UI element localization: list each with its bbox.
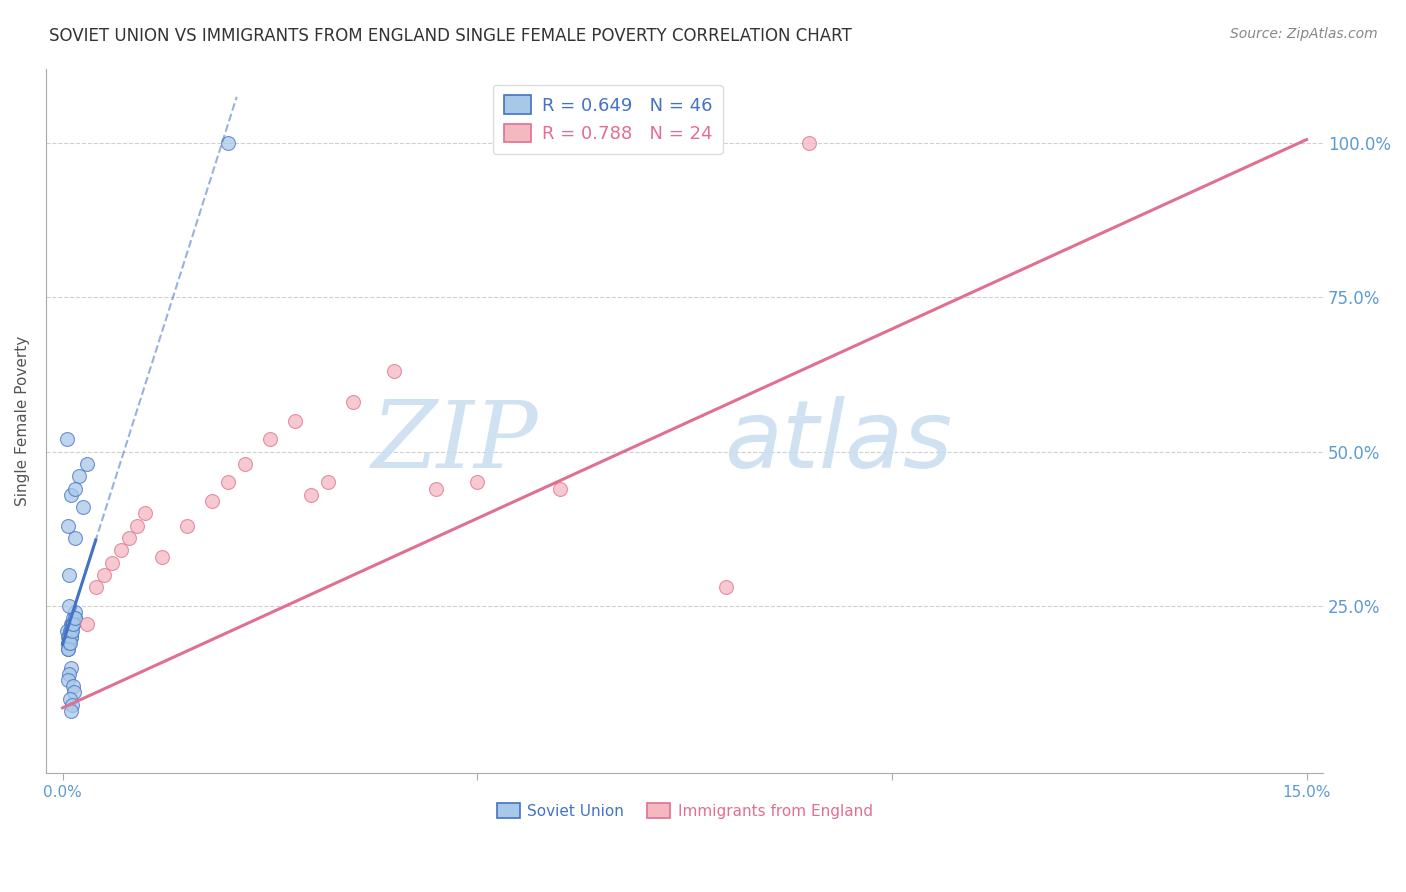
Point [55, 624, 77, 638]
Point [59, 661, 82, 675]
Point [59, 617, 82, 632]
Point [59, 488, 82, 502]
Point [58, 599, 80, 613]
Point [56, 630, 79, 644]
Point [465, 475, 488, 490]
Point [714, 581, 737, 595]
Point [60, 698, 83, 712]
Point [59, 624, 82, 638]
Point [59, 624, 82, 638]
Point [62, 617, 84, 632]
Point [58, 642, 80, 657]
Point [56, 642, 79, 657]
Point [316, 475, 339, 490]
Point [62, 617, 84, 632]
Point [56, 673, 79, 687]
Y-axis label: Single Female Poverty: Single Female Poverty [15, 335, 30, 506]
Point [59, 691, 82, 706]
Point [62, 679, 84, 693]
Text: ZIP: ZIP [371, 397, 537, 487]
Point [382, 364, 405, 378]
Point [59, 624, 82, 638]
Point [62, 617, 84, 632]
Point [127, 518, 149, 533]
Point [59, 630, 82, 644]
Legend: Soviet Union, Immigrants from England: Soviet Union, Immigrants from England [491, 797, 879, 825]
Point [176, 518, 198, 533]
Point [60, 617, 83, 632]
Point [63, 482, 86, 496]
Point [58, 636, 80, 650]
Point [63, 531, 86, 545]
Point [259, 432, 281, 446]
Point [58, 630, 80, 644]
Point [63, 685, 86, 699]
Point [299, 488, 322, 502]
Point [58, 636, 80, 650]
Point [101, 556, 124, 570]
Point [67, 469, 90, 483]
Point [58, 636, 80, 650]
Point [548, 482, 571, 496]
Point [59, 636, 82, 650]
Point [201, 494, 224, 508]
Point [134, 506, 156, 520]
Point [217, 475, 239, 490]
Point [72, 500, 94, 515]
Point [84, 581, 107, 595]
Point [797, 136, 820, 150]
Text: atlas: atlas [724, 396, 952, 487]
Point [63, 605, 86, 619]
Point [76, 457, 98, 471]
Point [63, 611, 86, 625]
Point [342, 395, 364, 409]
Point [233, 457, 256, 471]
Point [59, 624, 82, 638]
Point [150, 549, 173, 564]
Point [62, 611, 84, 625]
Point [425, 482, 447, 496]
Point [60, 624, 83, 638]
Point [59, 704, 82, 718]
Point [284, 414, 307, 428]
Point [93, 568, 115, 582]
Text: SOVIET UNION VS IMMIGRANTS FROM ENGLAND SINGLE FEMALE POVERTY CORRELATION CHART: SOVIET UNION VS IMMIGRANTS FROM ENGLAND … [49, 27, 852, 45]
Point [58, 630, 80, 644]
Point [118, 531, 141, 545]
Point [217, 136, 239, 150]
Point [58, 568, 80, 582]
Point [55, 432, 77, 446]
Point [110, 543, 132, 558]
Point [63, 611, 86, 625]
Point [58, 518, 80, 533]
Point [76, 617, 98, 632]
Point [58, 636, 80, 650]
Point [59, 630, 82, 644]
Text: Source: ZipAtlas.com: Source: ZipAtlas.com [1230, 27, 1378, 41]
Point [58, 666, 80, 681]
